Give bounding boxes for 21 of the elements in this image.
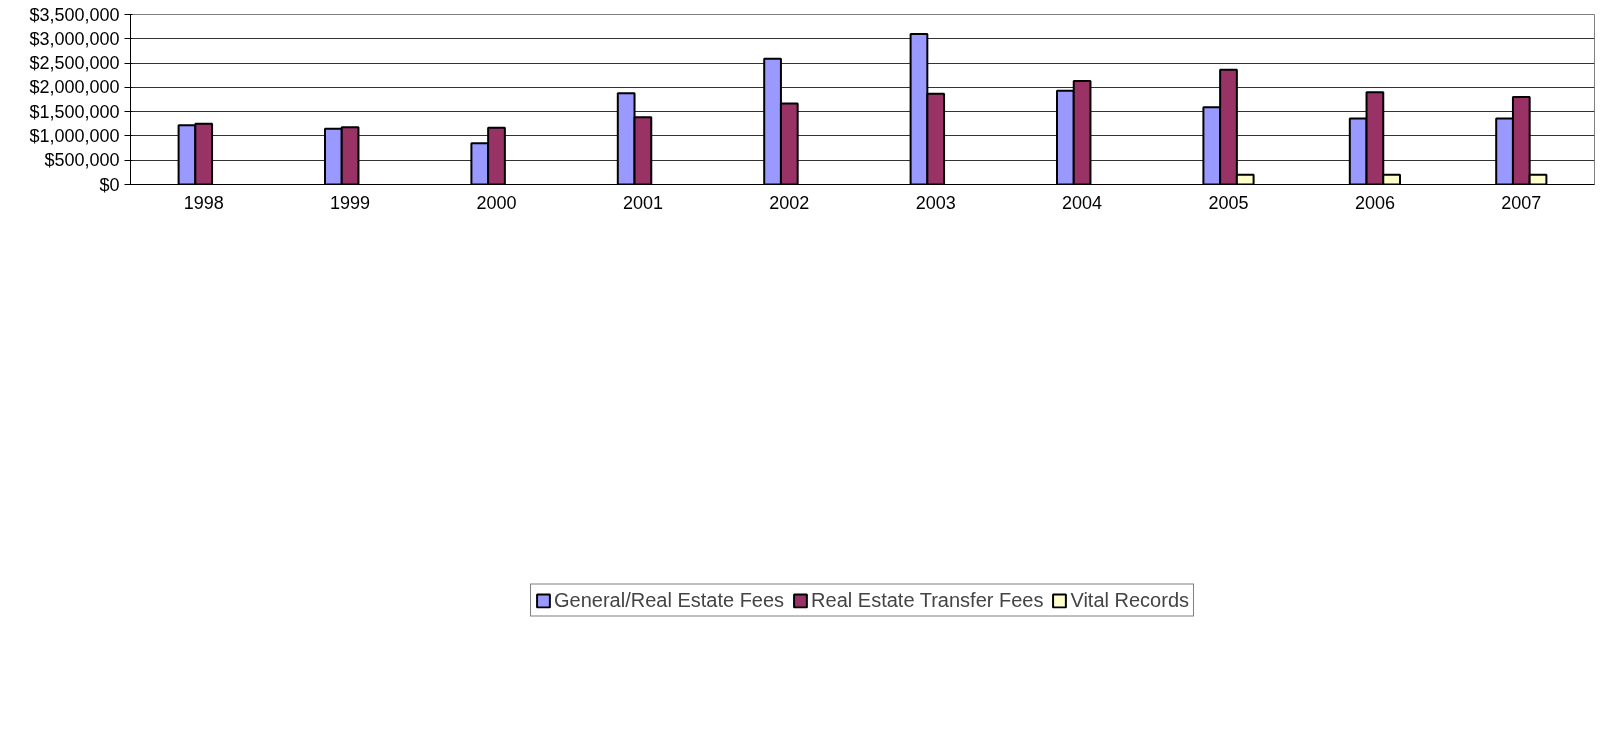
x-tick-label: 1998 [183,192,224,213]
y-tick-label: $2,000,000 [29,77,120,98]
x-tick-label: 2003 [915,192,956,213]
x-tick-label: 2005 [1208,192,1249,213]
x-tick-label: 2006 [1354,192,1395,213]
x-tick-label: 2000 [476,192,517,213]
legend-label: General/Real Estate Fees [553,588,785,612]
y-tick-label: $0 [99,174,120,195]
y-tick-label: $1,500,000 [29,101,120,122]
legend-label: Vital Records [1070,588,1190,612]
x-tick-label: 2002 [769,192,810,213]
x-tick-label: 2001 [622,192,663,213]
y-tick-label: $1,000,000 [29,125,120,146]
legend-label: Real Estate Transfer Fees [811,588,1044,612]
x-tick-label: 2004 [1062,192,1103,213]
x-tick-label: 1999 [330,192,371,213]
y-tick-label: $500,000 [44,150,120,171]
y-tick-label: $2,500,000 [29,53,120,74]
y-tick-label: $3,000,000 [29,28,120,49]
x-tick-label: 2007 [1501,192,1542,213]
y-tick-label: $3,500,000 [29,4,120,25]
